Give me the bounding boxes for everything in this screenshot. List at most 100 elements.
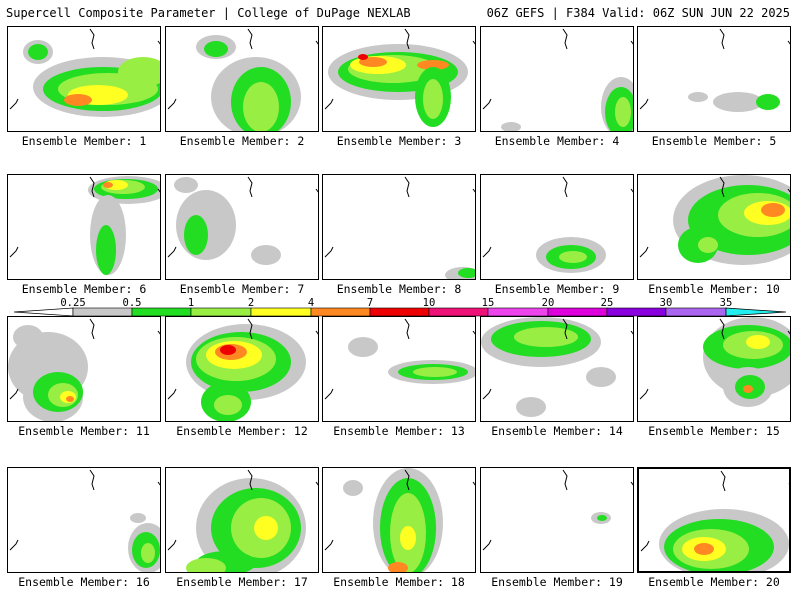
colorbar-swatch xyxy=(72,307,133,317)
scp-contour-region xyxy=(743,385,753,393)
colorbar-tick-label: 20 xyxy=(541,297,555,309)
scp-contour-region xyxy=(688,92,708,102)
ensemble-map-panel[interactable] xyxy=(637,174,791,280)
ensemble-map-panel[interactable] xyxy=(480,316,634,422)
scp-contour-region xyxy=(586,367,616,387)
ensemble-member-label: Ensemble Member: 17 xyxy=(176,575,308,589)
ensemble-map-panel[interactable] xyxy=(165,26,319,132)
scp-contour-region xyxy=(713,92,763,112)
ensemble-map-panel[interactable] xyxy=(637,467,791,573)
valid-time-label: 06Z GEFS | F384 Valid: 06Z SUN JUN 22 20… xyxy=(486,6,790,20)
colorbar-swatch xyxy=(487,307,549,317)
coastline-outline xyxy=(630,40,633,45)
ensemble-map-panel[interactable] xyxy=(480,26,634,132)
scp-field-map xyxy=(639,28,790,112)
scp-contour-region xyxy=(251,245,281,265)
coastline-outline xyxy=(639,98,649,110)
colorbar-tick-label: 15 xyxy=(481,297,495,309)
ensemble-map-panel[interactable] xyxy=(480,174,634,280)
ensemble-map-panel[interactable] xyxy=(637,26,791,132)
scp-contour-region xyxy=(64,94,92,106)
ensemble-map-panel[interactable] xyxy=(7,316,161,422)
scp-field-map xyxy=(324,468,475,572)
coastline-outline xyxy=(315,188,318,193)
ensemble-member-label: Ensemble Member: 4 xyxy=(494,134,620,148)
scp-field-map xyxy=(482,28,633,131)
scp-contour-region xyxy=(220,345,236,355)
colorbar-swatch xyxy=(606,307,667,317)
coastline-outline xyxy=(324,539,334,551)
ensemble-map-panel[interactable] xyxy=(637,316,791,422)
ensemble-map-panel[interactable] xyxy=(165,174,319,280)
coastline-outline xyxy=(315,481,318,486)
ensemble-map-panel[interactable] xyxy=(165,467,319,573)
coastline-outline xyxy=(482,246,492,258)
scp-contour-region xyxy=(746,335,770,349)
scp-field-map xyxy=(482,176,633,273)
coastline-outline xyxy=(639,388,649,400)
coastline-outline xyxy=(720,470,726,492)
coastline-outline xyxy=(630,481,633,486)
ensemble-member-label: Ensemble Member: 11 xyxy=(18,424,150,438)
ensemble-map-panel[interactable] xyxy=(7,467,161,573)
colorbar-swatch xyxy=(369,307,430,317)
scp-field-map xyxy=(8,318,160,421)
colorbar-tick-label: 1 xyxy=(187,297,195,309)
scp-field-map xyxy=(167,318,318,421)
scp-field-map xyxy=(324,28,475,127)
colorbar-tick-label: 0.5 xyxy=(122,297,142,309)
ensemble-member-label: Ensemble Member: 1 xyxy=(21,134,147,148)
scp-field-map xyxy=(639,317,790,407)
ensemble-map-panel[interactable] xyxy=(165,316,319,422)
coastline-outline xyxy=(315,40,318,45)
coastline-outline xyxy=(640,540,650,552)
scp-contour-region xyxy=(694,543,714,555)
coastline-outline xyxy=(9,539,19,551)
ensemble-member-label: Ensemble Member: 18 xyxy=(333,575,465,589)
coastline-outline xyxy=(157,481,160,486)
ensemble-map-panel[interactable] xyxy=(480,467,634,573)
scp-contour-region xyxy=(698,237,718,253)
colorbar-tick-label: 35 xyxy=(719,297,733,309)
scp-contour-region xyxy=(214,395,242,415)
colorbar-swatch xyxy=(428,307,489,317)
scp-contour-region xyxy=(174,177,198,193)
coastline-outline xyxy=(167,388,177,400)
scp-contour-region xyxy=(423,79,443,119)
scp-contour-region xyxy=(388,562,408,572)
ensemble-map-panel[interactable] xyxy=(322,467,476,573)
coastline-outline xyxy=(639,246,649,258)
coastline-outline xyxy=(788,483,789,484)
ensemble-map-panel[interactable] xyxy=(322,174,476,280)
scp-contour-region xyxy=(359,57,387,67)
coastline-outline xyxy=(472,481,475,486)
coastline-outline xyxy=(324,98,334,110)
scp-contour-region xyxy=(615,97,631,127)
colorbar-swatch xyxy=(250,307,312,317)
scp-field-map xyxy=(167,176,318,265)
ensemble-member-label: Ensemble Member: 14 xyxy=(491,424,623,438)
coastline-outline xyxy=(9,98,19,110)
scp-contour-region xyxy=(343,480,363,496)
scp-contour-region xyxy=(118,57,160,87)
coastline-outline xyxy=(157,40,160,45)
colorbar-right-arrow xyxy=(725,307,787,317)
ensemble-map-panel[interactable] xyxy=(7,174,161,280)
ensemble-member-label: Ensemble Member: 16 xyxy=(18,575,150,589)
coastline-outline xyxy=(404,318,410,340)
scp-contour-region xyxy=(501,122,521,131)
ensemble-map-panel[interactable] xyxy=(322,316,476,422)
coastline-outline xyxy=(404,28,410,50)
scp-field-map xyxy=(639,175,790,265)
coastline-outline xyxy=(9,246,19,258)
scp-contour-region xyxy=(516,397,546,417)
scp-field-map xyxy=(482,469,633,551)
colorbar-tick-label: 0.25 xyxy=(60,297,86,309)
scp-contour-region xyxy=(66,396,74,402)
coastline-outline xyxy=(247,318,253,340)
coastline-outline xyxy=(157,330,160,335)
ensemble-map-panel[interactable] xyxy=(7,26,161,132)
colorbar-tick-label: 2 xyxy=(247,297,255,309)
coastline-outline xyxy=(719,318,725,340)
ensemble-map-panel[interactable] xyxy=(322,26,476,132)
